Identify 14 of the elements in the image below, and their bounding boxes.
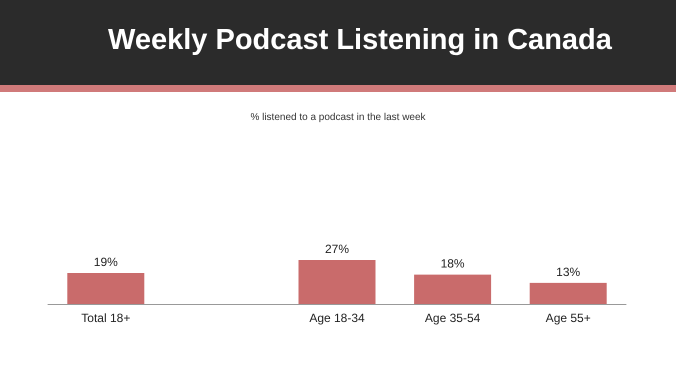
data-label: 18%	[440, 256, 465, 271]
bar	[67, 273, 144, 304]
data-label: 27%	[324, 242, 350, 256]
bar	[414, 274, 492, 304]
x-tick-label: Age 35-54	[424, 311, 481, 325]
x-tick-label: Age 55+	[546, 311, 591, 325]
chart-subtitle: % listened to a podcast in the last week	[249, 112, 427, 123]
data-label: 13%	[556, 264, 581, 279]
bar	[530, 282, 607, 304]
chart-title: Weekly Podcast Listening in Canada	[108, 24, 612, 57]
x-tick-label: Age 18-34	[309, 311, 366, 325]
data-label: 19%	[94, 255, 118, 270]
bar	[298, 260, 376, 304]
x-tick-label: Total 18+	[81, 311, 130, 325]
